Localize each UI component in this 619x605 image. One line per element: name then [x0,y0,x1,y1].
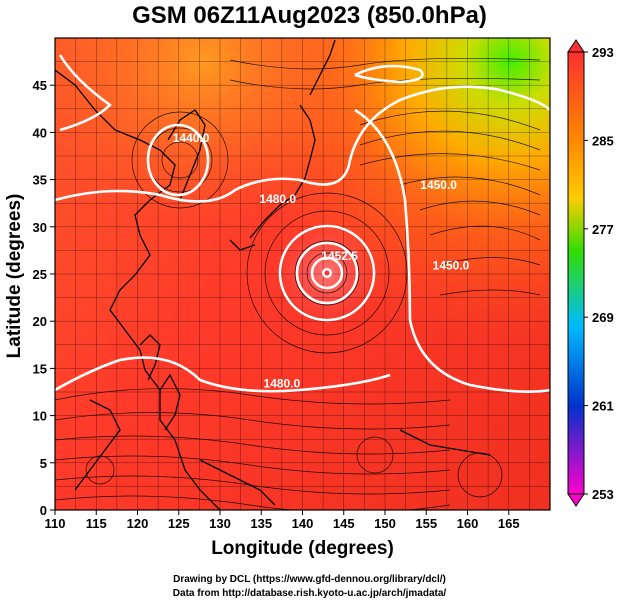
contours [55,54,550,393]
x-tick-label: 130 [209,516,231,531]
colorbar: 293 285 277 269 261 253 [567,39,614,507]
contour-label: 1440.0 [173,131,210,145]
colorbar-tick-label: 269 [592,310,614,325]
credit-drawing: Drawing by DCL (https://www.gfd-dennou.o… [173,574,446,585]
x-tick-label: 110 [45,516,66,531]
y-tick-label: 15 [33,361,47,376]
y-tick-label: 35 [33,173,47,188]
chart-title: GSM 06Z11Aug2023 (850.0hPa) [132,2,487,29]
x-tick-label: 165 [498,516,520,531]
colorbar-tick-label: 285 [592,133,614,148]
contour-label: 1452.5 [321,249,358,263]
y-tick-label: 10 [33,409,47,424]
colorbar-tick-label: 253 [592,487,614,502]
x-axis-label: Longitude (degrees) [211,538,394,559]
y-tick-label: 25 [33,267,47,282]
x-tick-label: 120 [127,516,149,531]
y-axis-label: Latitude (degrees) [4,193,25,359]
y-tick-label: 30 [33,220,47,235]
x-tick-label: 115 [86,516,107,531]
contour-label: 1450.0 [420,178,457,192]
coastlines [55,39,491,510]
contour-labels: 1480.0 1480.0 1450.0 1450.0 1452.5 1440.0 [173,131,470,390]
y-tick-label: 5 [40,456,47,471]
credit-data: Data from http://database.rish.kyoto-u.a… [172,588,447,599]
y-axis-ticks: 0 5 10 15 20 25 30 35 40 45 [33,78,55,518]
contour-label: 1480.0 [264,376,301,390]
contour-label: 1450.0 [433,258,470,272]
typhoon-center-marker [322,268,332,278]
y-tick-label: 20 [33,314,47,329]
streamlines [55,57,541,510]
colorbar-tick-label: 277 [592,222,614,237]
contour-label: 1480.0 [259,192,296,206]
x-axis-ticks: 110 115 120 125 130 135 140 145 150 155 160 165 [45,510,520,531]
y-tick-label: 40 [33,125,47,140]
y-tick-label: 45 [33,78,47,93]
colorbar-tick-label: 293 [592,45,614,60]
x-tick-label: 140 [292,516,314,531]
x-tick-label: 125 [168,516,190,531]
x-tick-label: 145 [333,516,355,531]
x-tick-label: 150 [374,516,396,531]
x-tick-label: 160 [457,516,479,531]
y-tick-label: 0 [40,503,47,518]
x-tick-label: 135 [250,516,272,531]
x-tick-label: 155 [415,516,437,531]
colorbar-tick-label: 261 [592,399,614,414]
